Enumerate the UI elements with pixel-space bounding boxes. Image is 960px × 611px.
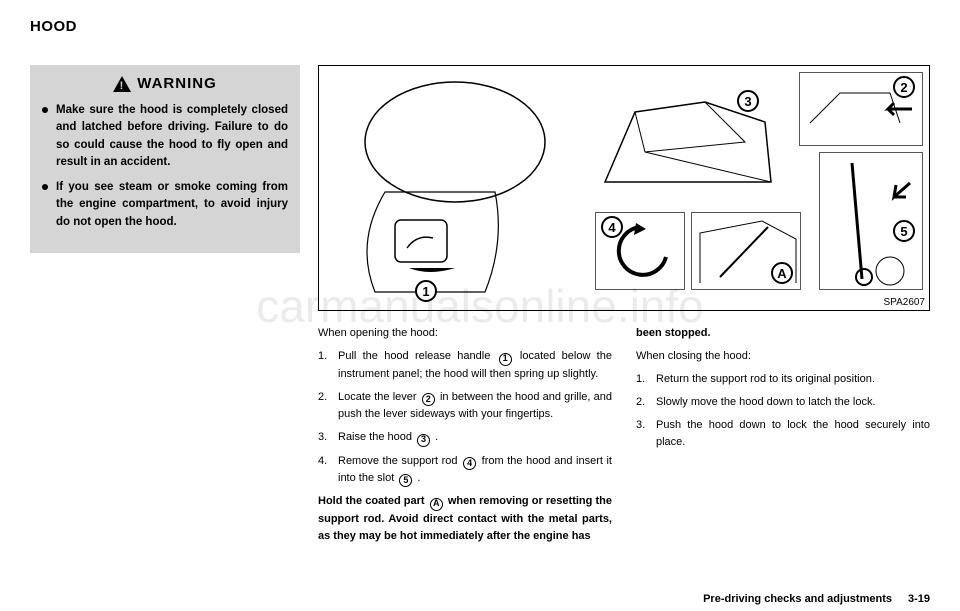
step-text: . — [417, 472, 420, 484]
circled-5-icon: 5 — [399, 474, 412, 487]
figure-code: SPA2607 — [883, 297, 925, 308]
callout-a: A — [771, 262, 793, 284]
open-intro: When opening the hood: — [318, 325, 612, 342]
step-text: Raise the hood — [338, 431, 412, 443]
right-area: 1 2 3 4 5 A SPA2607 When opening the hoo… — [318, 65, 930, 551]
callout-2: 2 — [893, 76, 915, 98]
instructions-open: When opening the hood: 1.Pull the hood r… — [318, 325, 612, 551]
hold-note: Hold the coated part A when removing or … — [318, 493, 612, 545]
close-intro: When closing the hood: — [636, 348, 930, 365]
callout-3: 3 — [737, 90, 759, 112]
warning-icon: ! — [113, 76, 131, 92]
step: 2.Slowly move the hood down to latch the… — [636, 394, 930, 411]
circled-a-icon: A — [430, 498, 443, 511]
step-text: Pull the hood release handle — [338, 350, 490, 362]
open-steps: 1.Pull the hood release handle 1 located… — [318, 348, 612, 487]
callout-4: 4 — [601, 216, 623, 238]
left-column: ! WARNING Make sure the hood is complete… — [30, 65, 300, 551]
close-continuation: been stopped. — [636, 325, 930, 342]
warning-box: ! WARNING Make sure the hood is complete… — [30, 65, 300, 253]
step: 3.Raise the hood 3 . — [318, 429, 612, 446]
step: 2.Locate the lever 2 in between the hood… — [318, 389, 612, 424]
warning-label: WARNING — [137, 75, 217, 92]
circled-2-icon: 2 — [422, 393, 435, 406]
step-text: Locate the lever — [338, 391, 417, 403]
circled-1-icon: 1 — [499, 353, 512, 366]
step-text: Remove the support rod — [338, 455, 458, 467]
warning-header: ! WARNING — [42, 75, 288, 92]
warning-list: Make sure the hood is completely closed … — [42, 102, 288, 231]
svg-text:!: ! — [120, 80, 125, 92]
page-content: ! WARNING Make sure the hood is complete… — [30, 65, 930, 551]
step: 4.Remove the support rod 4 from the hood… — [318, 453, 612, 488]
circled-4-icon: 4 — [463, 457, 476, 470]
circled-3-icon: 3 — [417, 434, 430, 447]
callout-1: 1 — [415, 280, 437, 302]
instructions-close: been stopped. When closing the hood: 1.R… — [636, 325, 930, 551]
hood-figure: 1 2 3 4 5 A SPA2607 — [318, 65, 930, 311]
callout-5: 5 — [893, 220, 915, 242]
footer-chapter: Pre-driving checks and adjustments — [703, 593, 892, 605]
footer-page: 3-19 — [908, 593, 930, 605]
page-footer: Pre-driving checks and adjustments 3-19 — [703, 593, 930, 605]
step: 3.Push the hood down to lock the hood se… — [636, 417, 930, 451]
hold-note-a: Hold the coated part — [318, 495, 425, 507]
warning-item: Make sure the hood is completely closed … — [42, 102, 288, 171]
step-text: Push the hood down to lock the hood secu… — [656, 419, 930, 448]
close-steps: 1.Return the support rod to its original… — [636, 371, 930, 451]
figure-panel — [325, 72, 585, 306]
step-text: . — [435, 431, 438, 443]
step: 1.Pull the hood release handle 1 located… — [318, 348, 612, 383]
warning-item: If you see steam or smoke coming from th… — [42, 179, 288, 231]
step-text: Slowly move the hood down to latch the l… — [656, 396, 876, 408]
instruction-columns: When opening the hood: 1.Pull the hood r… — [318, 325, 930, 551]
step-text: Return the support rod to its original p… — [656, 373, 875, 385]
step: 1.Return the support rod to its original… — [636, 371, 930, 388]
section-title: HOOD — [30, 18, 930, 35]
